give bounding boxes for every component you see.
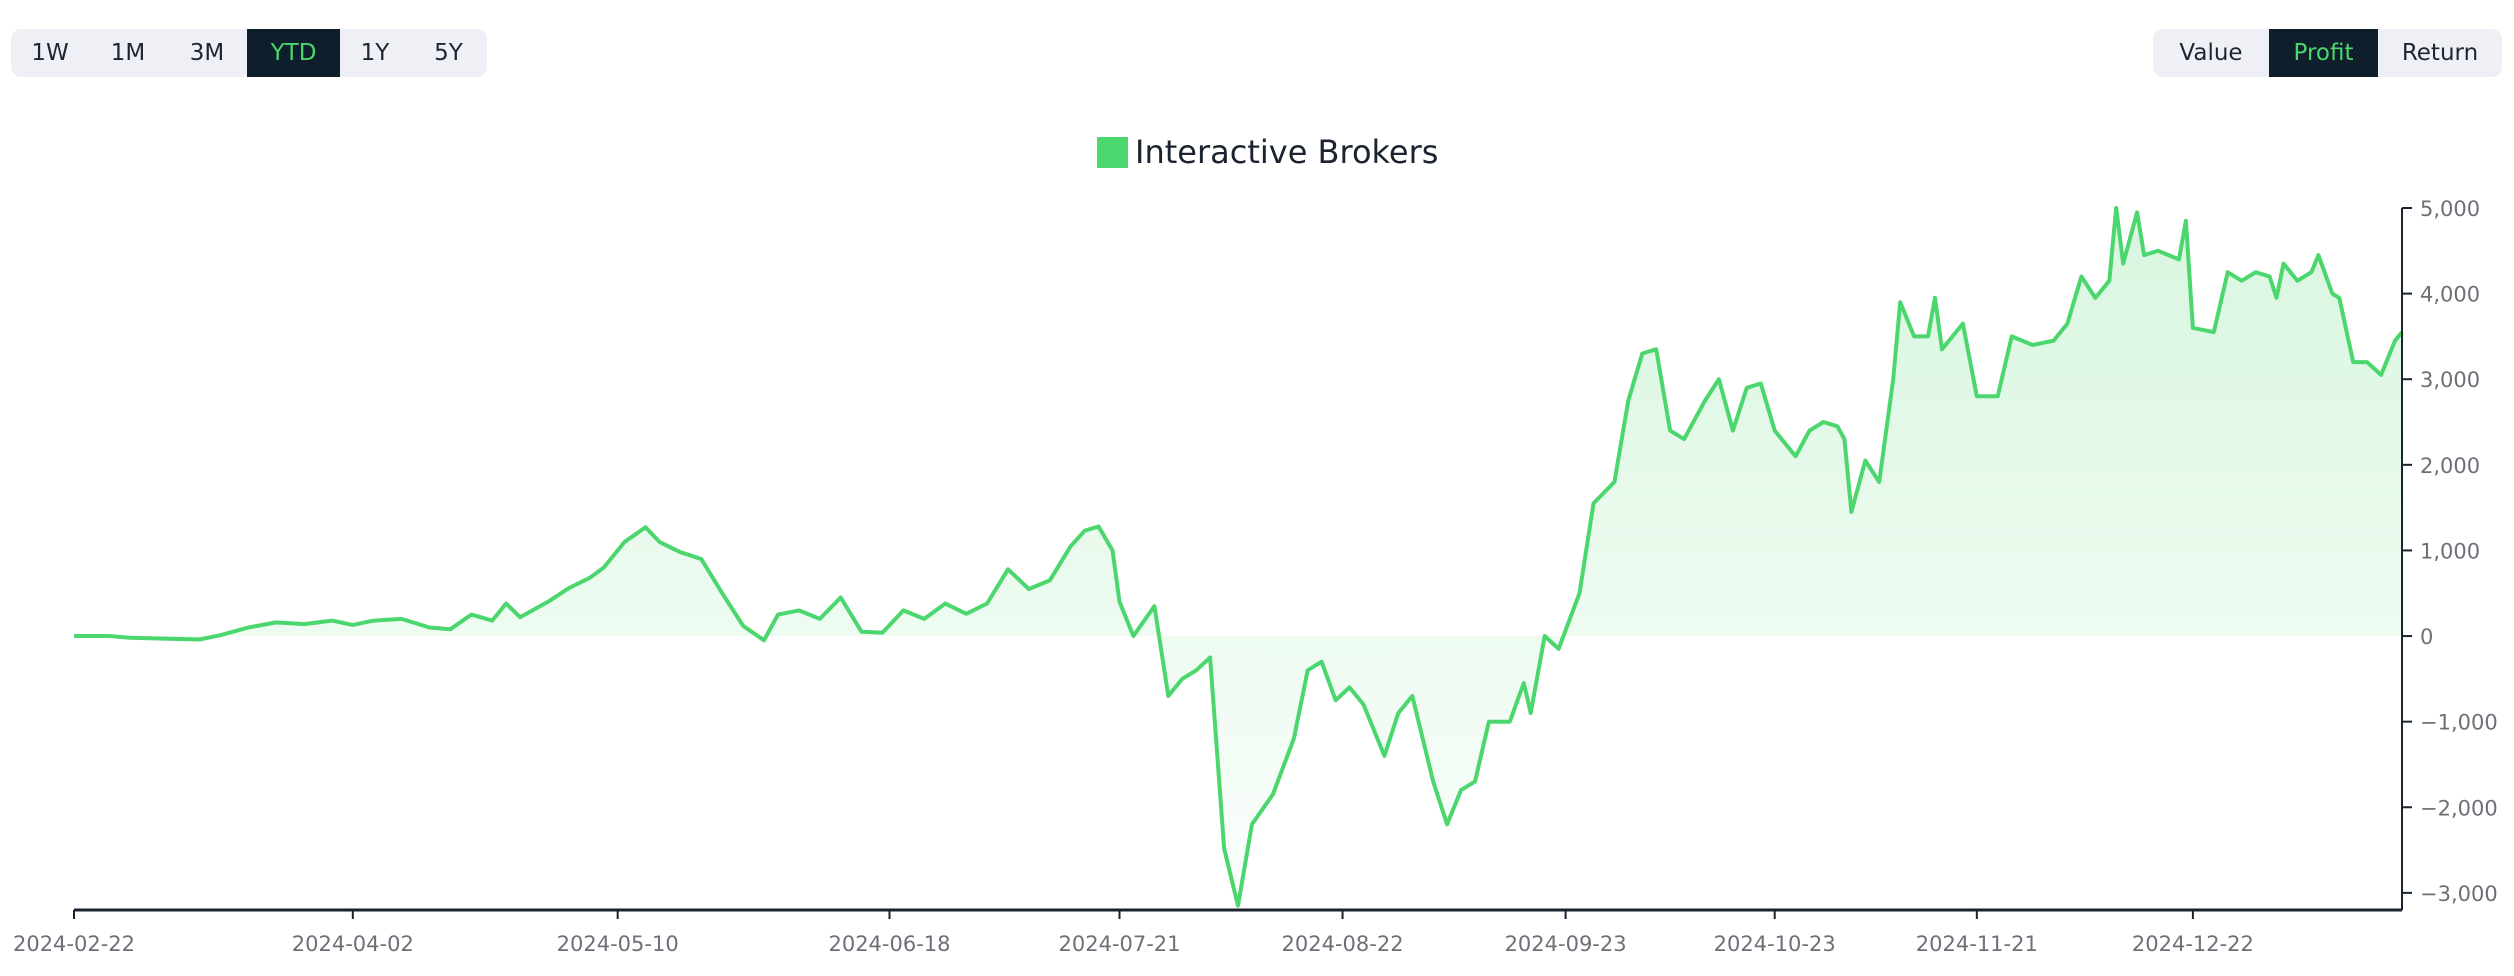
x-tick-label: 2024-02-22 [13,932,135,956]
x-tick-label: 2024-12-22 [2132,932,2254,956]
series-area-fill [74,208,2402,906]
y-tick-label: 0 [2420,625,2433,649]
x-axis-ticks: 2024-02-22 2024-04-02 2024-05-10 2024-06-18… [13,910,2254,956]
range-button-ytd[interactable]: YTD [247,29,340,77]
series-line [74,206,2404,908]
mode-button-return[interactable]: Return [2401,40,2479,66]
y-tick-label: 2,000 [2420,454,2480,478]
range-button-1w[interactable]: 1W [31,40,69,66]
range-button-5y[interactable]: 5Y [434,40,463,66]
x-tick-label: 2024-04-02 [292,932,414,956]
legend-label: Interactive Brokers [1135,133,1438,171]
mode-selector: Value Profit Return [2153,29,2502,77]
y-tick-label: 1,000 [2420,539,2480,563]
mode-button-profit[interactable]: Profit [2269,29,2378,77]
range-button-3m[interactable]: 3M [189,40,225,66]
y-axis-ticks: −3,000 −2,000 −1,000 0 1,000 2,000 3,000 4,000 5… [2402,197,2498,906]
y-tick-label: −3,000 [2420,882,2498,906]
x-tick-label: 2024-06-18 [828,932,950,956]
chart-legend[interactable]: Interactive Brokers [1097,133,1438,171]
y-tick-label: −2,000 [2420,796,2498,820]
x-tick-label: 2024-07-21 [1058,932,1180,956]
y-tick-label: −1,000 [2420,711,2498,735]
mode-button-value[interactable]: Value [2179,40,2243,66]
range-button-1y[interactable]: 1Y [360,40,390,66]
y-tick-label: 5,000 [2420,197,2480,221]
x-tick-label: 2024-09-23 [1505,932,1627,956]
x-tick-label: 2024-11-21 [1916,932,2038,956]
x-tick-label: 2024-05-10 [557,932,679,956]
legend-swatch [1097,137,1128,168]
y-tick-label: 4,000 [2420,283,2480,307]
x-tick-label: 2024-08-22 [1282,932,1404,956]
x-tick-label: 2024-10-23 [1714,932,1836,956]
range-button-1m[interactable]: 1M [110,40,146,66]
y-tick-label: 3,000 [2420,368,2480,392]
range-selector: 1W 1M 3M YTD 1Y 5Y [11,29,487,77]
